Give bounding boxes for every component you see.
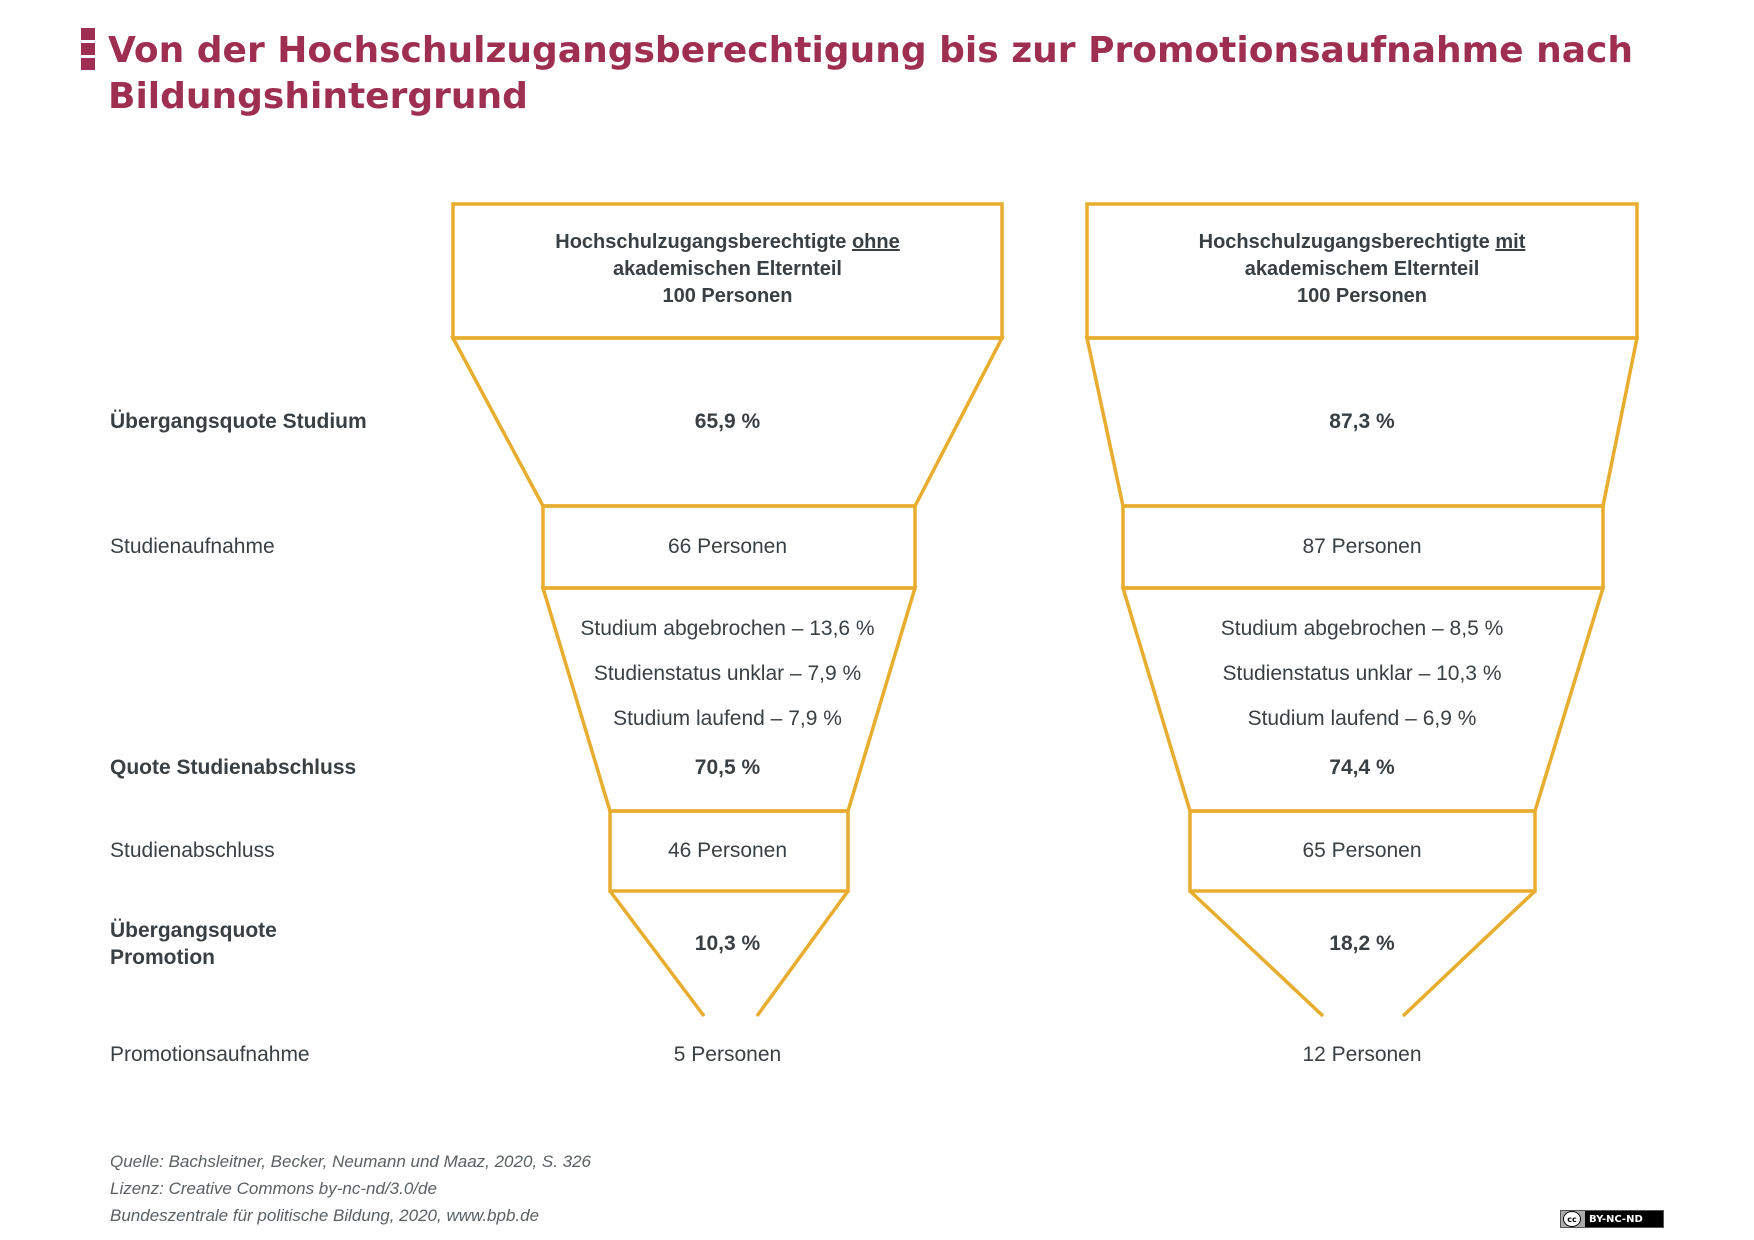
funnel-left-uebergang-studium: 65,9 %: [694, 410, 761, 433]
funnel-left-promotion-right-edge: [755, 889, 850, 1018]
funnel-right-promotion-left-edge: [1188, 889, 1325, 1018]
funnel-left-unklar: Studienstatus unklar – 7,9 %: [593, 662, 862, 685]
footer-source: Quelle: Bachsleitner, Becker, Neumann un…: [110, 1152, 592, 1171]
page-title: Von der Hochschulzugangsberechtigung bis…: [108, 30, 1634, 117]
funnel-right-header-prefix: Hochschulzugangsberechtigte: [1198, 231, 1496, 253]
funnel-left-promotion-left-edge: [608, 889, 706, 1018]
funnel-right-header-line2: akademischem Elternteil: [1244, 258, 1480, 280]
funnel-left-uebergang-promotion: 10,3 %: [694, 932, 761, 955]
funnel-left-abgebrochen: Studium abgebrochen – 13,6 %: [580, 617, 875, 640]
funnel-right-studienabschluss: 65 Personen: [1302, 839, 1422, 862]
title-marker-icon: [81, 28, 95, 70]
funnel-right-header-line3: 100 Personen: [1296, 285, 1428, 307]
funnel-right-promotionsaufnahme: 12 Personen: [1302, 1043, 1422, 1066]
funnel-right-abgebrochen: Studium abgebrochen – 8,5 %: [1220, 617, 1504, 640]
footer-license: Lizenz: Creative Commons by-nc-nd/3.0/de: [110, 1179, 437, 1198]
funnel-right-header-emph: mit: [1495, 231, 1526, 253]
license-badge-text: BY-NC-ND: [1585, 1211, 1663, 1227]
footer-publisher: Bundeszentrale für politische Bildung, 2…: [110, 1206, 540, 1225]
funnel-left-header-line2: akademischen Elternteil: [613, 258, 842, 280]
funnel-right-uebergang-studium: 87,3 %: [1329, 410, 1395, 433]
funnel-right-quote-abschluss: 74,4 %: [1329, 756, 1395, 779]
row-label-uebergang-studium: Übergangsquote Studium: [110, 410, 367, 433]
funnel-right-studienabschluss-box: [1188, 809, 1537, 893]
creative-commons-icon: cc: [1563, 1211, 1581, 1227]
funnel-left-studienabschluss: 46 Personen: [667, 839, 788, 862]
funnel-left-promotionsaufnahme: 5 Personen: [673, 1043, 782, 1066]
funnel-left-header: Hochschulzugangsberechtigte ohne akademi…: [453, 229, 1002, 310]
row-label-promotionsaufnahme: Promotionsaufnahme: [110, 1043, 310, 1066]
funnel-left-laufend: Studium laufend – 7,9 %: [613, 707, 842, 730]
funnel-left-studienaufnahme: 66 Personen: [667, 535, 788, 558]
funnel-left-quote-abschluss: 70,5 %: [694, 756, 761, 779]
row-label-uebergang-promotion-line1: Übergangsquote: [110, 919, 277, 942]
row-label-quote-studienabschluss: Quote Studienabschluss: [110, 756, 357, 779]
row-label-uebergang-promotion-line2: Promotion: [110, 946, 215, 969]
funnel-right-unklar: Studienstatus unklar – 10,3 %: [1222, 662, 1502, 685]
funnel-left-header-emph: ohne: [851, 231, 900, 253]
funnel-right-header: Hochschulzugangsberechtigte mit akademis…: [1087, 229, 1637, 310]
cc-license-badge[interactable]: cc BY-NC-ND: [1560, 1210, 1664, 1228]
row-label-studienaufnahme: Studienaufnahme: [110, 535, 275, 558]
footer-sources: Quelle: Bachsleitner, Becker, Neumann un…: [110, 1148, 591, 1229]
funnel-right-studienaufnahme: 87 Personen: [1302, 535, 1422, 558]
funnel-left-studienabschluss-box: [608, 809, 850, 893]
funnel-left-header-prefix: Hochschulzugangsberechtigte: [555, 231, 852, 253]
funnel-right-laufend: Studium laufend – 6,9 %: [1247, 707, 1477, 730]
funnel-right-uebergang-promotion: 18,2 %: [1329, 932, 1395, 955]
funnel-right-promotion-right-edge: [1401, 889, 1537, 1018]
funnel-left-header-line3: 100 Personen: [662, 285, 793, 307]
row-label-studienabschluss: Studienabschluss: [110, 839, 275, 862]
